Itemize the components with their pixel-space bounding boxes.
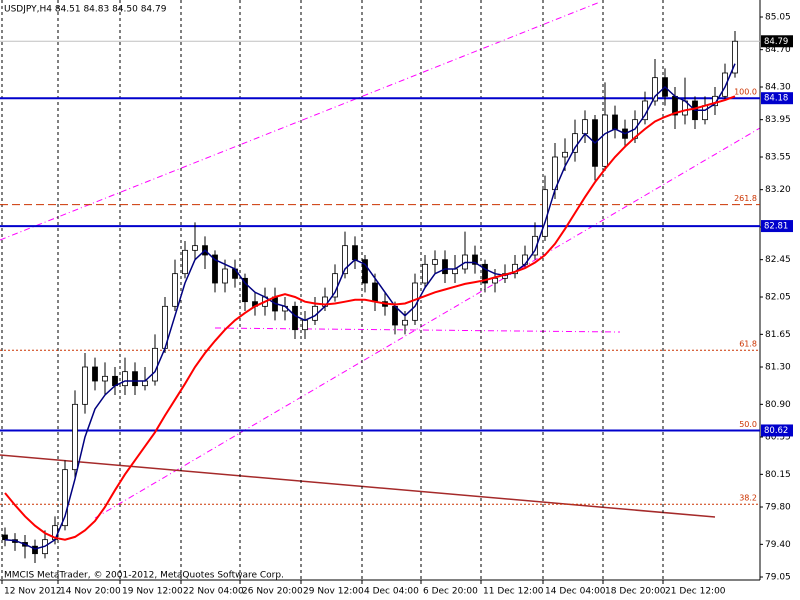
- y-tick-label: 80.55: [765, 433, 791, 443]
- candle-body: [422, 263, 428, 284]
- fib-label: 100.0: [734, 88, 757, 97]
- candle-body: [612, 114, 618, 130]
- candle-body: [562, 151, 568, 158]
- x-tick-label: 18 Dec 20:00: [605, 587, 666, 597]
- y-tick-label: 85.05: [765, 13, 791, 23]
- candle-body: [212, 254, 218, 284]
- candle-body: [442, 259, 448, 275]
- dashed-line: [214, 327, 621, 333]
- y-tick-label: 81.30: [765, 363, 791, 373]
- fib-label: 50.0: [739, 420, 757, 429]
- candle-body: [182, 249, 188, 275]
- candle-body: [342, 245, 348, 275]
- candle-body: [482, 263, 488, 284]
- fib-label: 261.8: [734, 194, 757, 203]
- last-price-label: 84.79: [764, 37, 788, 47]
- x-tick-label: 14 Dec 04:00: [545, 587, 606, 597]
- level-label-box: [761, 220, 793, 233]
- y-tick-label: 82.45: [765, 255, 791, 265]
- candle-body: [132, 371, 138, 387]
- chart-title: USDJPY,H4 84.51 84.83 84.50 84.79: [4, 5, 167, 15]
- level-label: 82.81: [764, 222, 788, 232]
- candle-body: [102, 375, 108, 382]
- candle-body: [362, 259, 368, 284]
- level-label: 80.62: [764, 426, 788, 436]
- candle-body: [82, 366, 88, 405]
- candle-body: [602, 114, 608, 167]
- level-label: 84.18: [764, 94, 788, 104]
- y-tick-label: 79.05: [765, 573, 791, 583]
- y-tick-label: 80.15: [765, 470, 791, 480]
- candle-body: [392, 305, 398, 326]
- candle-body: [302, 319, 308, 331]
- candle-body: [2, 534, 8, 541]
- x-tick-label: 6 Dec 20:00: [423, 587, 478, 597]
- candle-body: [32, 545, 38, 555]
- candle-body: [532, 235, 538, 256]
- y-tick-label: 79.40: [765, 540, 791, 550]
- y-tick-label: 80.90: [765, 400, 791, 410]
- candle-body: [732, 40, 738, 74]
- y-tick-label: 82.05: [765, 293, 791, 303]
- y-tick-label: 83.95: [765, 115, 791, 125]
- fib-label: 38.2: [739, 494, 757, 503]
- candle-body: [652, 77, 658, 102]
- x-tick-label: 11 Dec 12:00: [483, 587, 544, 597]
- candle-body: [242, 277, 248, 303]
- x-tick-label: 21 Dec 12:00: [665, 587, 726, 597]
- x-tick-label: 19 Nov 12:00: [122, 587, 183, 597]
- candle-body: [92, 366, 98, 382]
- x-tick-label: 22 Nov 04:00: [183, 587, 244, 597]
- candle-body: [122, 371, 128, 387]
- candle-body: [72, 403, 78, 471]
- y-tick-label: 83.55: [765, 153, 791, 163]
- level-label-box: [761, 424, 793, 437]
- candle-body: [192, 245, 198, 251]
- fib-label: 61.8: [739, 340, 757, 349]
- plot-area: [0, 0, 760, 580]
- x-tick-label: 14 Nov 20:00: [60, 587, 121, 597]
- candle-body: [702, 105, 708, 121]
- y-tick-label: 84.30: [765, 83, 791, 93]
- candle-body: [432, 259, 438, 265]
- trend-line: [0, 454, 716, 518]
- moving-average: [4, 95, 736, 541]
- candle-body: [402, 319, 408, 326]
- y-tick-label: 84.70: [765, 45, 791, 55]
- y-tick-label: 79.80: [765, 503, 791, 513]
- x-tick-label: 29 Nov 12:00: [303, 587, 364, 597]
- candle-body: [172, 273, 178, 307]
- candle-body: [352, 245, 358, 261]
- x-tick-label: 4 Dec 04:00: [364, 587, 419, 597]
- candle-body: [222, 268, 228, 284]
- candle-body: [582, 119, 588, 135]
- y-tick-label: 81.65: [765, 330, 791, 340]
- level-label-box: [761, 92, 793, 105]
- candle-body: [292, 305, 298, 331]
- y-tick-label: 83.20: [765, 185, 791, 195]
- candle-body: [372, 282, 378, 303]
- candle-body: [492, 277, 498, 284]
- candle-body: [472, 254, 478, 265]
- x-tick-label: 12 Nov 2012: [4, 587, 62, 597]
- channel-lower: [94, 127, 761, 519]
- last-price-box: [761, 35, 793, 48]
- candle-body: [62, 469, 68, 527]
- moving-average: [4, 63, 736, 550]
- x-tick-label: 26 Nov 20:00: [242, 587, 303, 597]
- candle-body: [152, 347, 158, 382]
- footer: MMCIS MetaTrader, © 2001-2012, MetaQuote…: [4, 571, 284, 581]
- candle-body: [722, 72, 728, 97]
